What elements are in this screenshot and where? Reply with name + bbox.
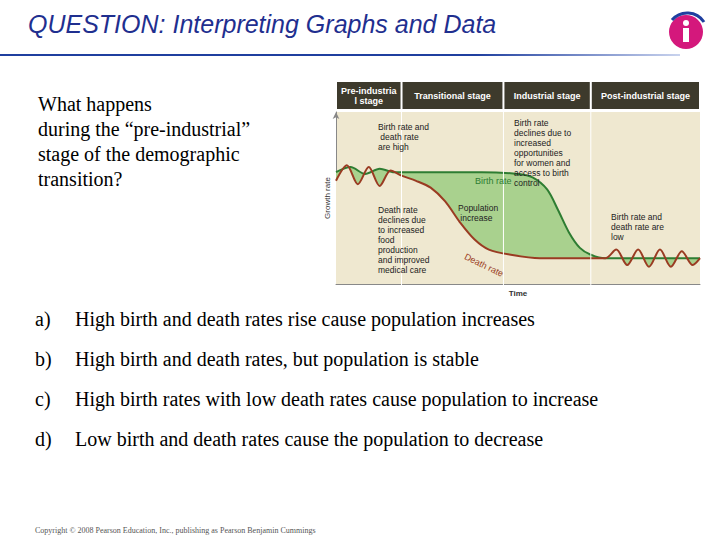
svg-text:Birth rate and: Birth rate and bbox=[611, 212, 664, 222]
svg-text:medical care: medical care bbox=[378, 265, 426, 275]
svg-text:for women and: for women and bbox=[514, 158, 573, 168]
html-text:Low birth and death rates caus: Low birth and death rates cause the popu… bbox=[75, 428, 544, 450]
svg-text:Population: Population bbox=[458, 203, 498, 213]
svg-text:control: control bbox=[514, 178, 540, 188]
html-text:stage of the demographic: stage of the demographic bbox=[38, 143, 240, 165]
svg-text:l stage: l stage bbox=[355, 96, 384, 106]
html-text:High birth and death rates, bu: High birth and death rates, but populati… bbox=[75, 348, 479, 370]
svg-text:Birth rate: Birth rate bbox=[475, 176, 512, 186]
svg-text:low: low bbox=[611, 232, 625, 242]
svg-text:Death rate: Death rate bbox=[463, 252, 505, 279]
svg-text:Pre-industria: Pre-industria bbox=[341, 86, 398, 96]
html-text:What happens: What happens bbox=[38, 93, 152, 115]
svg-text:Death rate: Death rate bbox=[378, 205, 420, 215]
html-text:Copyright © 2008 Pearson Educa: Copyright © 2008 Pearson Education, Inc.… bbox=[35, 526, 316, 535]
svg-text:declines due to: declines due to bbox=[514, 128, 574, 138]
svg-text:death rate: death rate bbox=[378, 132, 421, 142]
svg-text:death rate are: death rate are bbox=[611, 222, 666, 232]
html-text:transition?: transition? bbox=[38, 168, 123, 190]
svg-text:Time: Time bbox=[509, 289, 528, 298]
html-text:d): d) bbox=[35, 428, 52, 450]
svg-text:declines due: declines due bbox=[378, 215, 428, 225]
svg-text:Transitional stage: Transitional stage bbox=[414, 91, 491, 101]
html-text:during the “pre-industrial”: during the “pre-industrial” bbox=[38, 118, 251, 140]
html-text:QUESTION: Interpreting Graphs: QUESTION: Interpreting Graphs and Data bbox=[28, 10, 497, 38]
svg-text:Birth rate: Birth rate bbox=[514, 118, 551, 128]
svg-text:are high: are high bbox=[378, 142, 409, 152]
svg-text:food: food bbox=[378, 235, 397, 245]
html-text:High birth and death rates ris: High birth and death rates rise cause po… bbox=[75, 308, 535, 330]
svg-text:access to birth: access to birth bbox=[514, 168, 571, 178]
html-text:c): c) bbox=[35, 388, 51, 410]
html-text:b): b) bbox=[35, 348, 52, 370]
svg-text:Growth rate: Growth rate bbox=[323, 177, 332, 219]
svg-text:Industrial stage: Industrial stage bbox=[514, 91, 581, 101]
svg-text:increased: increased bbox=[514, 138, 553, 148]
svg-text:increase: increase bbox=[458, 213, 493, 223]
svg-text:opportunities: opportunities bbox=[514, 148, 565, 158]
svg-text:production: production bbox=[378, 245, 420, 255]
html-text:a): a) bbox=[35, 308, 51, 330]
svg-text:Post-industrial stage: Post-industrial stage bbox=[601, 91, 690, 101]
svg-text:Birth rate and: Birth rate and bbox=[378, 122, 429, 132]
svg-text:to increased: to increased bbox=[378, 225, 427, 235]
svg-text:and improved: and improved bbox=[378, 255, 432, 265]
html-text:High birth rates with low deat: High birth rates with low death rates ca… bbox=[75, 388, 599, 410]
